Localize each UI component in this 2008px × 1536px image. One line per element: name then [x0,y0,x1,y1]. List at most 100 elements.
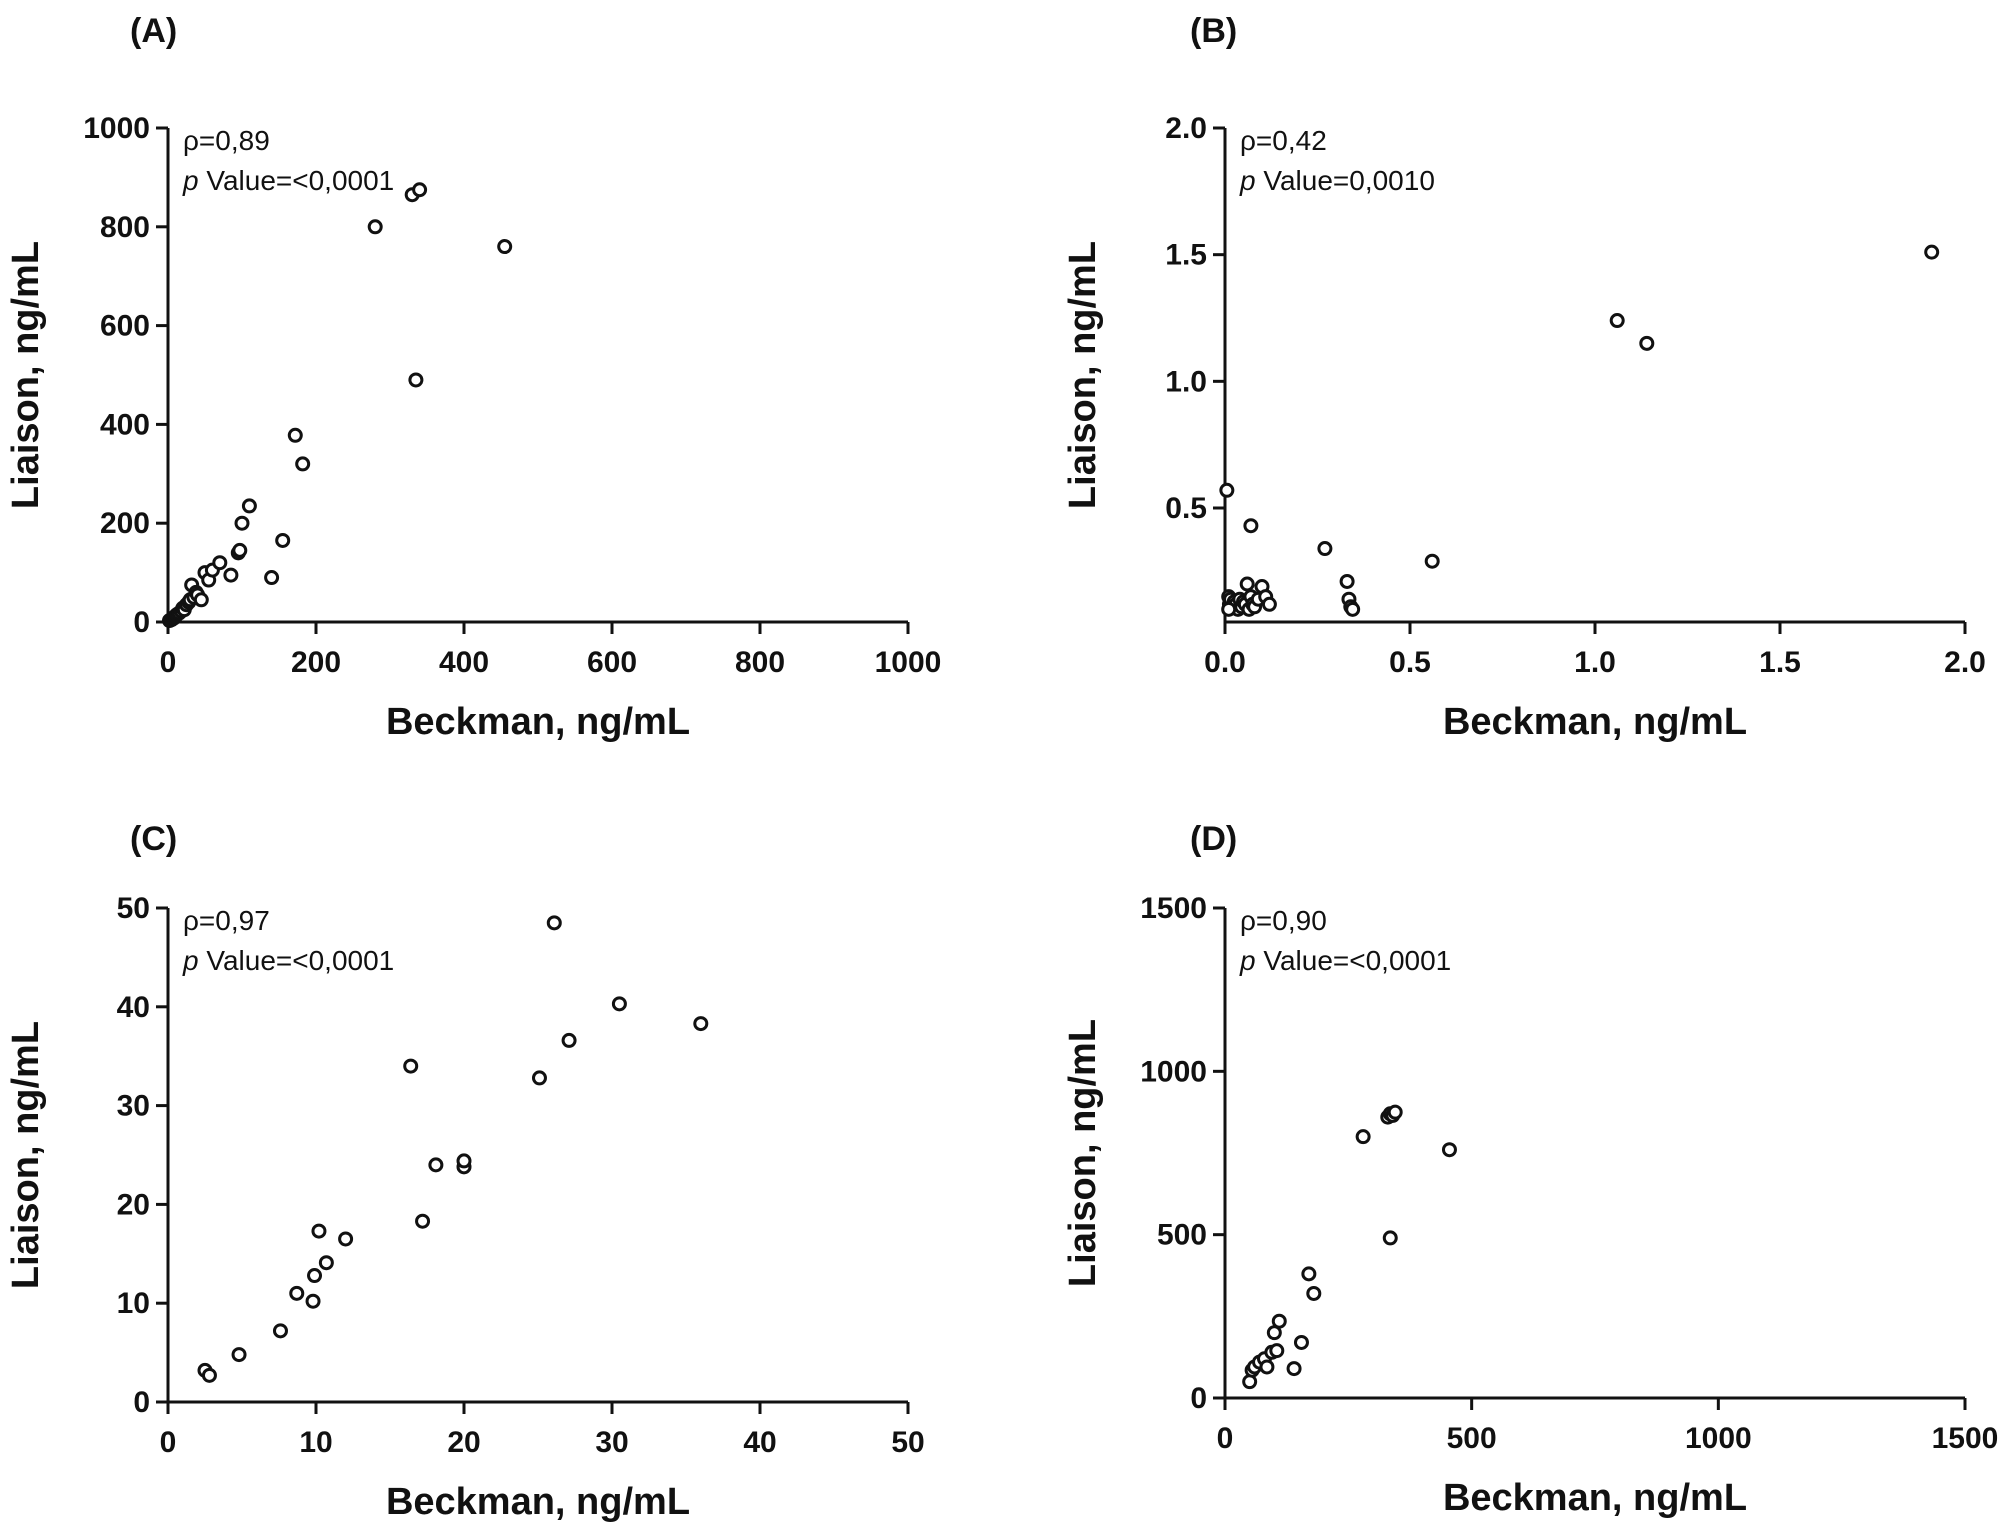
data-point [1306,1285,1322,1301]
p-symbol: p [1239,945,1256,976]
y-axis-title: Liaison, ng/mL [1062,1019,1104,1287]
data-point [531,1070,547,1086]
y-axis-title: Liaison, ng/mL [1062,241,1104,509]
data-point [1317,541,1333,557]
y-tick-label: 1.5 [1165,239,1207,272]
data-point [1355,1129,1371,1145]
data-point [318,1255,334,1271]
data-point [1382,1230,1398,1246]
x-tick-label: 0.0 [1204,646,1246,679]
data-point [307,1268,323,1284]
p-value-text: Value=<0,0001 [199,945,395,976]
x-axis-title: Beckman, ng/mL [386,1481,690,1523]
data-point [1261,596,1277,612]
x-tick-label: 1.5 [1759,646,1801,679]
data-point [275,532,291,548]
x-tick-label: 0 [1217,1422,1234,1455]
data-point [1387,1104,1403,1120]
data-point [311,1223,327,1239]
data-point [1259,1359,1275,1375]
data-point [1345,601,1361,617]
y-tick-label: 800 [100,211,150,244]
data-point [403,1058,419,1074]
p-symbol: p [182,165,199,196]
data-point [193,592,209,608]
y-tick-label: 500 [1157,1219,1207,1252]
data-point [546,915,562,931]
x-tick-label: 30 [595,1426,628,1459]
data-point [223,567,239,583]
x-tick-label: 600 [587,646,637,679]
data-point [1221,601,1237,617]
data-point [241,498,257,514]
rho-annotation: ρ=0,90 [1240,905,1327,936]
data-point [367,219,383,235]
x-tick-label: 400 [439,646,489,679]
p-symbol: p [182,945,199,976]
data-point [264,570,280,586]
data-point [1271,1313,1287,1329]
data-point [412,182,428,198]
data-point [1269,1343,1285,1359]
panel-a: (A) 0 200 400 600 800 1000 0 200 400 600 800 1000 Bec… [5,12,941,743]
data-point [234,515,250,531]
y-tick-label: 1500 [1140,892,1207,925]
panel-label: (C) [130,820,177,858]
x-tick-label: 800 [735,646,785,679]
data-point [338,1231,354,1247]
panel-label: (A) [130,12,177,50]
data-point [272,1323,288,1339]
y-tick-label: 40 [117,991,150,1024]
panel-label: (B) [1190,12,1237,50]
y-tick-label: 10 [117,1287,150,1320]
data-point [611,996,627,1012]
y-axis-title: Liaison, ng/mL [5,241,47,509]
x-tick-label: 10 [299,1426,332,1459]
data-point [1424,553,1440,569]
data-point [497,239,513,255]
x-tick-label: 40 [743,1426,776,1459]
data-point [1293,1334,1309,1350]
data-point [232,542,248,558]
y-tick-label: 1000 [83,112,150,145]
panel-c: (C) 0 10 20 30 40 50 0 10 20 30 40 50 Beckman, ng/mL L… [5,820,925,1523]
data-point [428,1157,444,1173]
y-tick-label: 50 [117,892,150,925]
x-tick-label: 0 [160,646,177,679]
x-tick-label: 20 [447,1426,480,1459]
x-tick-label: 0 [160,1426,177,1459]
data-point [1239,576,1255,592]
rho-annotation: ρ=0,42 [1240,125,1327,156]
x-tick-label: 1000 [875,646,942,679]
y-tick-label: 2.0 [1165,112,1207,145]
data-point [1924,244,1940,260]
y-tick-label: 600 [100,310,150,343]
y-tick-label: 20 [117,1188,150,1221]
data-point [1441,1142,1457,1158]
panel-b: (B) 0.0 0.5 1.0 1.5 2.0 0.5 1.0 1.5 2.0 Beckman, n… [1062,12,1986,743]
p-value-annotation: p Value=0,0010 [1239,165,1435,196]
y-tick-label: 0 [1190,1382,1207,1415]
data-point [693,1016,709,1032]
rho-annotation: ρ=0,97 [183,905,270,936]
data-point [212,555,228,571]
x-axis-title: Beckman, ng/mL [1443,701,1747,743]
p-symbol: p [1239,165,1256,196]
data-point [1301,1266,1317,1282]
rho-annotation: ρ=0,89 [183,125,270,156]
x-tick-label: 1.0 [1574,646,1616,679]
y-tick-label: 0 [133,1386,150,1419]
data-point [456,1153,472,1169]
data-point [295,456,311,472]
x-tick-label: 200 [291,646,341,679]
data-point [305,1293,321,1309]
x-axis-title: Beckman, ng/mL [1443,1477,1747,1519]
data-point [1339,573,1355,589]
y-tick-label: 0 [133,606,150,639]
x-tick-label: 0.5 [1389,646,1431,679]
x-tick-label: 500 [1447,1422,1497,1455]
y-tick-label: 0.5 [1165,492,1207,525]
p-value-text: Value=0,0010 [1256,165,1435,196]
p-value-annotation: p Value=<0,0001 [182,165,394,196]
